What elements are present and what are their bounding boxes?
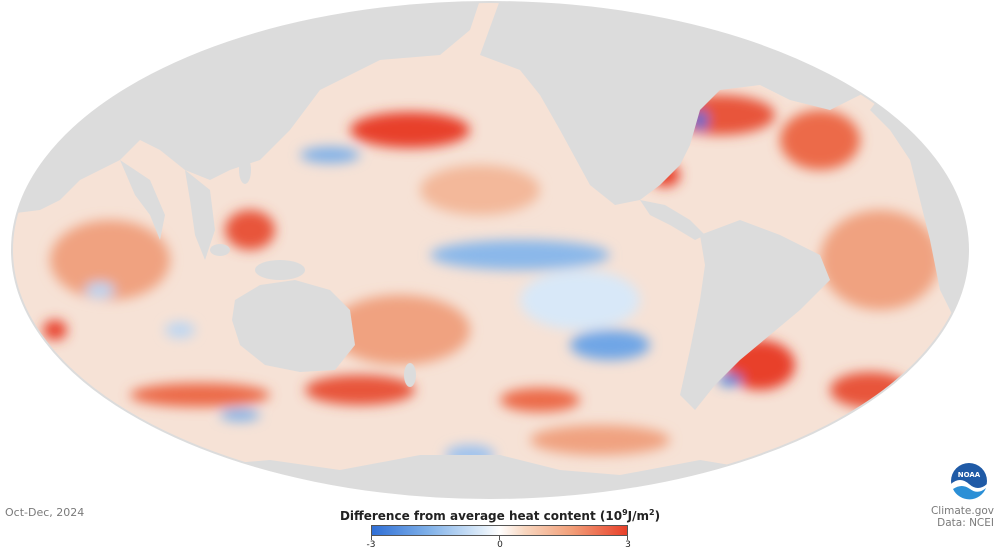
noaa-logo-icon: NOAA	[951, 463, 987, 500]
credit-data-source: Data: NCEI	[937, 517, 994, 529]
credits: Climate.gov Data: NCEI	[931, 505, 994, 529]
svg-text:NOAA: NOAA	[958, 471, 981, 479]
legend-label-min: -3	[366, 540, 376, 550]
legend-tick-min	[371, 536, 372, 540]
period-label: Oct-Dec, 2024	[5, 506, 85, 519]
legend-label-max: 3	[625, 540, 631, 550]
legend-color-bar	[371, 525, 628, 536]
india-landmass	[120, 160, 165, 240]
legend-tick-max	[627, 536, 628, 540]
antarctica-landmass	[12, 450, 968, 498]
credit-site: Climate.gov	[930, 505, 994, 517]
australia-landmass	[232, 280, 355, 372]
legend-title: Difference from average heat content (10…	[339, 508, 661, 523]
central-america-landmass	[640, 200, 705, 240]
southeast-asia-landmass	[185, 170, 215, 260]
heat-content-map	[11, 1, 969, 499]
legend-label-mid: 0	[497, 540, 503, 550]
legend-tick-mid	[499, 536, 500, 540]
south-america-landmass	[680, 220, 830, 410]
